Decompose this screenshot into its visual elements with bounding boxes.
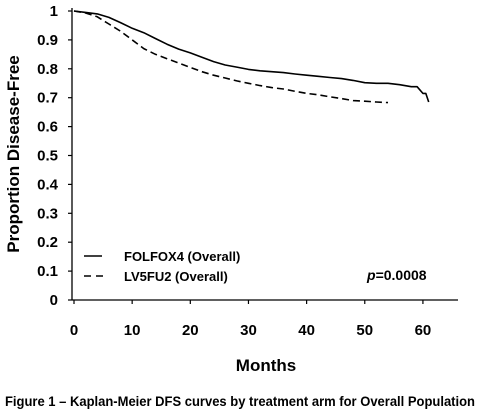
y-axis-title: Proportion Disease-Free — [4, 55, 23, 252]
axes — [71, 8, 458, 301]
x-tick-label: 20 — [182, 322, 199, 339]
y-tick-label: 0.1 — [37, 263, 58, 280]
y-tick-label: 0.8 — [37, 61, 58, 78]
curve-lv5fu2 — [73, 10, 389, 104]
y-tick-label: 0.7 — [37, 90, 58, 107]
figure-caption: Figure 1 – Kaplan-Meier DFS curves by tr… — [5, 394, 475, 409]
y-tick-label: 0.3 — [37, 205, 58, 222]
x-tick-label: 0 — [70, 322, 78, 339]
y-tick-label: 0.5 — [37, 148, 58, 165]
p-value-symbol: p — [366, 267, 376, 283]
y-tick-label: 0.4 — [37, 176, 59, 193]
y-ticks: 0 0.1 0.2 0.3 0.4 0.5 0.6 0.7 0.8 0.9 1 — [37, 3, 72, 309]
y-tick-label: 1 — [50, 3, 58, 20]
x-ticks: 0 10 20 30 40 50 60 — [70, 300, 431, 339]
p-value-text: =0.0008 — [376, 267, 427, 283]
y-tick-label: 0.9 — [37, 32, 58, 49]
legend-label-lv5fu2: LV5FU2 (Overall) — [124, 269, 228, 284]
x-tick-label: 40 — [298, 322, 315, 339]
y-tick-label: 0 — [50, 292, 58, 309]
x-tick-label: 50 — [356, 322, 373, 339]
y-tick-label: 0.2 — [37, 234, 58, 251]
x-axis-title: Months — [236, 356, 296, 375]
p-value-annotation: p=0.0008 — [366, 267, 427, 283]
legend-label-folfox4: FOLFOX4 (Overall) — [124, 249, 240, 264]
survival-curves — [73, 10, 430, 104]
x-tick-label: 10 — [124, 322, 141, 339]
y-tick-label: 0.6 — [37, 119, 58, 136]
x-tick-label: 30 — [240, 322, 257, 339]
legend: FOLFOX4 (Overall) LV5FU2 (Overall) — [84, 249, 240, 284]
curve-folfox4 — [73, 10, 430, 103]
x-tick-label: 60 — [415, 322, 432, 339]
